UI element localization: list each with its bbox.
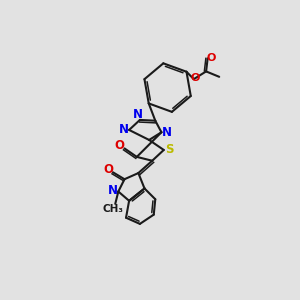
Text: S: S xyxy=(165,143,173,157)
Text: N: N xyxy=(119,123,129,136)
Text: N: N xyxy=(162,126,172,139)
Text: O: O xyxy=(115,139,125,152)
Text: N: N xyxy=(108,184,118,197)
Text: CH₃: CH₃ xyxy=(102,204,123,214)
Text: O: O xyxy=(103,164,113,176)
Text: O: O xyxy=(207,52,216,63)
Text: N: N xyxy=(134,108,143,121)
Text: O: O xyxy=(190,73,200,83)
